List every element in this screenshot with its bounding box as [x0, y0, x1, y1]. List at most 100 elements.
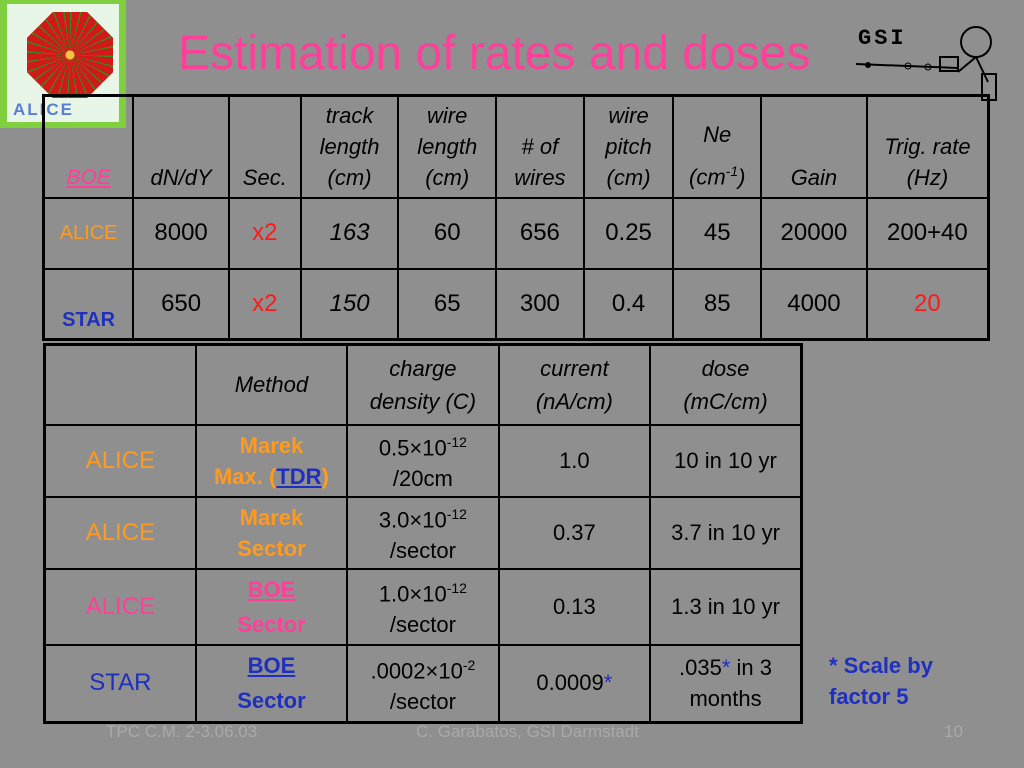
table-row: ALICE 8000 x2 163 60 656 0.25 45 20000 2…: [42, 196, 990, 270]
header-text: (nA/cm): [535, 388, 613, 414]
page-number: 10: [944, 722, 963, 741]
header-text: length: [319, 133, 380, 159]
row-label-alice: ALICE: [42, 196, 135, 270]
cell-current: 0.0009*: [497, 643, 652, 724]
row-label-star: STAR: [43, 643, 197, 724]
cell-charge: .0002×10-2 /sector: [346, 643, 500, 724]
header-text: dose: [701, 355, 750, 381]
cell-dose: 1.3 in 10 yr: [649, 567, 803, 646]
header-gain: Gain: [760, 94, 868, 199]
cell-ne: 45: [672, 196, 763, 270]
header-text: length: [417, 133, 478, 159]
boe-link[interactable]: BOE: [247, 653, 296, 679]
gsi-logo-text: GSI: [858, 26, 907, 51]
cell-dndy: 8000: [132, 196, 230, 270]
charge-unit: /sector: [389, 612, 456, 638]
cell-wire-length: 60: [397, 196, 498, 270]
cell-wire-length: 65: [397, 267, 498, 341]
tdr-link[interactable]: TDR: [276, 463, 322, 489]
charge-unit: /20cm: [392, 466, 453, 492]
charge-unit: /sector: [389, 538, 456, 564]
header-charge-density: charge density (C): [346, 343, 500, 426]
cell-trig: 20: [865, 267, 990, 341]
note-text: * Scale by: [829, 653, 933, 678]
table-row: ALICE Marek Max. (TDR) 0.5×10-12 /20cm 1…: [43, 423, 803, 498]
header-text: wire: [427, 102, 468, 128]
header-wire-pitch: wire pitch (cm): [582, 94, 675, 199]
method-text: Sector: [237, 611, 306, 637]
row-label-alice: ALICE: [43, 495, 197, 570]
cell-method: Marek Sector: [194, 495, 349, 570]
header-method: Method: [194, 343, 349, 426]
header-text: track: [325, 102, 374, 128]
gsi-logo: GSI: [848, 12, 1008, 104]
table-row: STAR 650 x2 150 65 300 0.4 85 4000 20: [42, 267, 990, 341]
cell-trig: 200+40: [865, 196, 990, 270]
cell-method: BOE Sector: [194, 567, 349, 646]
cell-current: 0.37: [497, 495, 652, 570]
row-label-alice: ALICE: [43, 423, 197, 498]
header-dndy: dN/dY: [132, 94, 230, 199]
row-label-star: STAR: [42, 267, 135, 341]
cell-method: Marek Max. (TDR): [194, 423, 349, 498]
header-text: wires: [514, 164, 566, 190]
cell-track: 150: [299, 267, 400, 341]
cell-current: 0.13: [497, 567, 652, 646]
rates-header-row: BOE dN/dY Sec. track length (cm) wire le…: [42, 94, 990, 199]
table-row: ALICE BOE Sector 1.0×10-12 /sector 0.13 …: [43, 567, 803, 646]
footer-center: C. Garabatos, GSI Darmstadt: [416, 722, 639, 741]
dose-value: months: [689, 686, 762, 712]
slide-title: Estimation of rates and doses: [178, 27, 811, 80]
method-text: Sector: [237, 535, 306, 561]
header-wire-length: wire length (cm): [397, 94, 498, 199]
charge-value: .0002×10-2: [370, 656, 476, 683]
cell-pitch: 0.4: [582, 267, 675, 341]
method-text: Max. (TDR): [213, 463, 329, 489]
header-text: (cm): [425, 164, 470, 190]
charge-value: 1.0×10-12: [378, 579, 467, 607]
charge-value: 3.0×10-12: [378, 505, 467, 533]
header-text: (cm-1): [689, 163, 746, 190]
header-text: (cm): [606, 164, 651, 190]
doses-header-row: Method charge density (C) current (nA/cm…: [43, 343, 803, 426]
header-text: (cm): [327, 164, 372, 190]
header-text: wire: [608, 102, 649, 128]
table-row: ALICE Marek Sector 3.0×10-12 /sector 0.3…: [43, 495, 803, 570]
method-text: Sector: [237, 688, 306, 714]
method-text: Marek: [239, 432, 304, 458]
header-track-length: track length (cm): [299, 94, 400, 199]
header-trig-rate: Trig. rate (Hz): [865, 94, 990, 199]
header-text: charge: [389, 355, 457, 381]
charge-value: 0.5×10-12: [378, 433, 467, 461]
cell-charge: 3.0×10-12 /sector: [346, 495, 500, 570]
cell-gain: 20000: [760, 196, 868, 270]
footer-left: TPC C.M. 2-3.06.03: [106, 722, 258, 741]
header-boe: BOE: [42, 94, 135, 199]
cell-sec: x2: [227, 196, 302, 270]
header-empty: [43, 343, 197, 426]
header-text: (mC/cm): [683, 388, 768, 414]
cell-dose: 10 in 10 yr: [649, 423, 803, 498]
header-boe-link[interactable]: BOE: [66, 165, 111, 189]
rates-table: BOE dN/dY Sec. track length (cm) wire le…: [42, 94, 990, 341]
header-dose: dose (mC/cm): [649, 343, 803, 426]
cell-charge: 0.5×10-12 /20cm: [346, 423, 500, 498]
header-text: (Hz): [906, 164, 949, 190]
header-text: # of: [521, 133, 559, 159]
table-row: STAR BOE Sector .0002×10-2 /sector 0.000…: [43, 643, 803, 724]
header-sec: Sec.: [227, 94, 302, 199]
cell-ne: 85: [672, 267, 763, 341]
charge-unit: /sector: [389, 688, 456, 714]
boe-link[interactable]: BOE: [247, 576, 296, 602]
note-text: factor 5: [829, 684, 909, 709]
cell-sec: x2: [227, 267, 302, 341]
cell-dndy: 650: [132, 267, 230, 341]
cell-wires: 656: [495, 196, 585, 270]
cell-gain: 4000: [760, 267, 868, 341]
cell-wires: 300: [495, 267, 585, 341]
doses-table: Method charge density (C) current (nA/cm…: [43, 343, 803, 724]
cell-method: BOE Sector: [194, 643, 349, 724]
cell-dose: 3.7 in 10 yr: [649, 495, 803, 570]
scale-note: * Scale by factor 5: [829, 650, 933, 712]
method-text: Marek: [239, 504, 304, 530]
